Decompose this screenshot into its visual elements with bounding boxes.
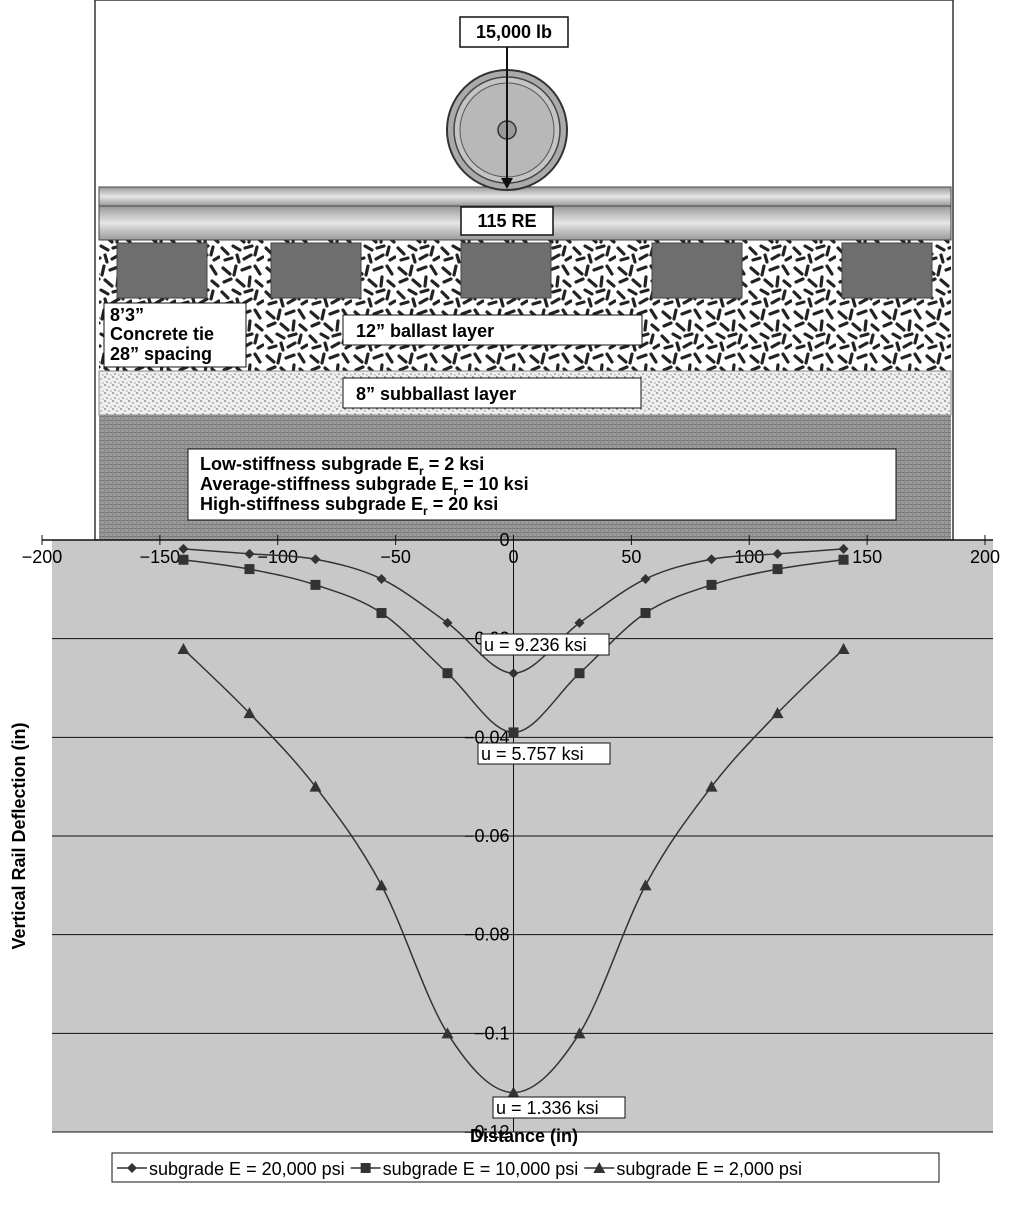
legend-box: [111, 1152, 940, 1183]
subgrade-label: Low-stiffness subgrade Er = 2 ksi: [200, 454, 484, 478]
marker: [508, 668, 519, 679]
track-illustration: 15,000 lb 115 RE 8’3” Concrete tie 28” s…: [94, 0, 954, 541]
x-tick-label: 100: [734, 547, 764, 567]
subgrade-rest: = 10 ksi: [463, 474, 529, 494]
x-tick-label: 50: [621, 547, 641, 567]
marker: [706, 579, 717, 590]
marker: [772, 548, 783, 559]
marker: [639, 879, 652, 891]
marker: [508, 727, 519, 738]
marker: [507, 1086, 520, 1098]
marker: [360, 1163, 371, 1173]
x-tick-label: 200: [970, 547, 1000, 567]
marker: [837, 643, 850, 655]
tie-label: 8’3”: [110, 305, 144, 325]
tie: [116, 242, 208, 299]
tie: [270, 242, 362, 299]
marker: [244, 564, 255, 575]
marker: [772, 564, 783, 575]
x-tick-label: −150: [140, 547, 181, 567]
marker: [177, 643, 190, 655]
annotation-box: [492, 1096, 626, 1119]
marker: [376, 608, 387, 619]
marker: [706, 554, 717, 565]
marker: [244, 548, 255, 559]
tie: [841, 242, 933, 299]
marker: [574, 668, 585, 679]
marker: [838, 554, 849, 565]
load-arrowhead: [501, 178, 513, 189]
legend-label: subgrade E = 20,000 psi: [149, 1159, 345, 1179]
subgrade-text: High-stiffness subgrade E: [200, 494, 423, 514]
subgrade-sub: r: [423, 504, 428, 518]
marker: [310, 554, 321, 565]
marker: [310, 579, 321, 590]
x-tick-label: −100: [257, 547, 298, 567]
subgrade-rest: = 2 ksi: [429, 454, 485, 474]
x-tick-label: 0: [508, 547, 518, 567]
x-tick-label: −50: [380, 547, 411, 567]
load-box: [459, 16, 569, 48]
y-tick-label: −0.08: [464, 925, 510, 945]
y-tick-label: −0.04: [464, 727, 510, 747]
marker: [705, 780, 718, 792]
tie: [460, 242, 552, 299]
marker: [593, 1162, 606, 1173]
subgrade-label: Average-stiffness subgrade Er = 10 ksi: [200, 474, 529, 498]
annotation-box: [477, 742, 611, 765]
subgrade-box: [187, 448, 897, 521]
rail-label: 115 RE: [477, 211, 536, 231]
legend-label: subgrade E = 10,000 psi: [383, 1159, 579, 1179]
x-tick-label: −200: [22, 547, 63, 567]
y-tick-label: −0.1: [474, 1023, 510, 1043]
marker: [838, 543, 849, 554]
chart: 0−0.02−0.04−0.06−0.08−0.1−0.12−200−150−1…: [22, 530, 1000, 1183]
y-axis-label: Vertical Rail Deflection (in): [9, 722, 29, 949]
y-tick-label: −0.06: [464, 826, 510, 846]
marker: [771, 707, 784, 719]
annotation: u = 5.757 ksi: [481, 744, 584, 764]
rail-box: [460, 206, 554, 236]
subgrade-sub: r: [419, 464, 424, 478]
ties: [116, 242, 933, 299]
annotation: u = 1.336 ksi: [496, 1098, 599, 1118]
marker: [441, 1027, 454, 1039]
subgrade-text: Low-stiffness subgrade E: [200, 454, 419, 474]
marker: [178, 554, 189, 565]
ballast-box: [342, 314, 643, 346]
rail-head: [98, 186, 952, 207]
tie-box: [103, 302, 247, 368]
marker: [375, 879, 388, 891]
x-axis-label: Distance (in): [470, 1126, 578, 1146]
y-tick-label: −0.12: [464, 1122, 510, 1142]
marker: [243, 707, 256, 719]
marker: [178, 543, 189, 554]
ballast-label: 12” ballast layer: [356, 321, 494, 341]
subgrade-sub: r: [453, 484, 458, 498]
legend-label: subgrade E = 2,000 psi: [616, 1159, 802, 1179]
annotation-box: [480, 633, 610, 656]
subgrade-text: Average-stiffness subgrade E: [200, 474, 453, 494]
marker: [442, 617, 453, 628]
tie: [651, 242, 743, 299]
marker: [127, 1163, 137, 1173]
tie-label: Concrete tie: [110, 324, 214, 344]
load-label: 15,000 lb: [476, 22, 552, 42]
marker: [640, 608, 651, 619]
x-tick-label: 150: [852, 547, 882, 567]
subballast-box: [342, 377, 642, 409]
annotation: u = 9.236 ksi: [484, 635, 587, 655]
subgrade-label: High-stiffness subgrade Er = 20 ksi: [200, 494, 498, 518]
subgrade-rest: = 20 ksi: [433, 494, 499, 514]
subballast-label: 8” subballast layer: [356, 384, 516, 404]
marker: [573, 1027, 586, 1039]
marker: [442, 668, 453, 679]
marker: [640, 573, 651, 584]
marker: [309, 780, 322, 792]
marker: [376, 573, 387, 584]
marker: [574, 617, 585, 628]
tie-label: 28” spacing: [110, 344, 212, 364]
